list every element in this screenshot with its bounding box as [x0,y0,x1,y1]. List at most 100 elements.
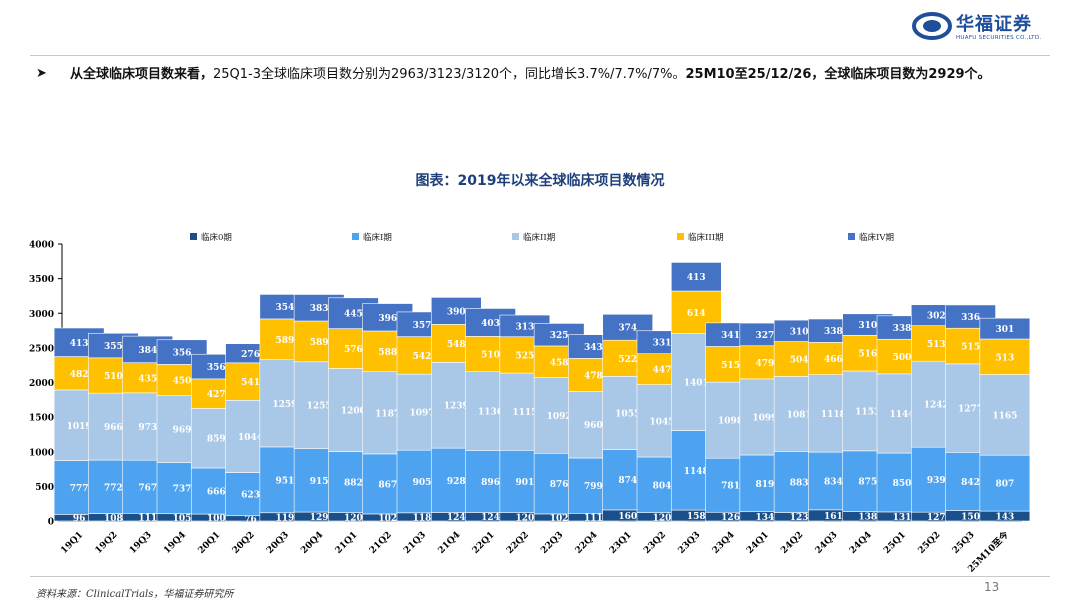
bar-value-label: 301 [995,325,1014,335]
bar-value-label: 111 [584,514,603,524]
y-tick-label: 1500 [29,414,54,424]
y-tick-label: 2000 [29,379,54,389]
bar-value-label: 525 [515,351,534,361]
bar-value-label: 850 [893,479,912,489]
bar-value-label: 124 [447,513,466,523]
bar-value-label: 883 [790,478,809,488]
bar-value-label: 310 [858,321,877,331]
legend-label: 临床I期 [363,232,392,243]
headline-lead: 从全球临床项目数来看， [70,67,214,82]
bar-value-label: 143 [995,513,1014,523]
legend-swatch [352,233,359,240]
bar-value-label: 834 [824,477,843,487]
bar-value-label: 127 [927,513,946,523]
bar-value-label: 1242 [924,401,949,411]
bar-value-label: 482 [70,370,89,380]
bar-value-label: 134 [755,513,774,523]
stacked-bar-chart: 0 500 1000 1500 2000 2500 3000 3500 4000 临床0期 临床I期… [29,232,1031,575]
bar-value-label: 356 [207,363,226,373]
bar-value-label: 384 [138,346,157,356]
x-tick-label: 22Q4 [574,530,600,556]
legend-swatch [677,233,684,240]
y-tick-label: 3000 [29,310,54,320]
y-tick-label: 4000 [29,241,54,251]
x-tick-label: 21Q3 [402,530,428,556]
brand-name-en: HUAFU SECURITIES CO.,LTD. [956,35,1042,41]
bar-value-label: 896 [481,478,500,488]
brand-name-cn: 华福证券 [956,14,1032,35]
x-tick-label: 24Q1 [745,530,771,556]
bar-value-label: 666 [207,488,226,498]
y-tick-label: 1000 [29,448,54,458]
bar-value-label: 516 [858,350,877,360]
bar-value-label: 341 [721,331,740,341]
bar-value-label: 504 [790,356,809,366]
y-tick-label: 2500 [29,344,54,354]
bar-value-label: 1144 [889,410,914,420]
bar-value-label: 1045 [649,417,674,427]
bar-value-label: 356 [173,349,192,359]
bar-value-label: 343 [584,343,603,353]
bar-value-label: 123 [790,513,809,523]
bar-value-label: 510 [481,351,500,361]
y-tick-label: 3500 [29,275,54,285]
bar-value-label: 374 [618,324,637,334]
bar-value-label: 781 [721,482,740,492]
bar-value-label: 427 [207,390,226,400]
bar-value-label: 1401 [684,379,709,389]
bar-value-label: 458 [550,358,569,368]
bar-value-label: 413 [687,273,706,283]
x-tick-label: 19Q1 [59,530,85,556]
bar-value-label: 383 [310,304,329,314]
bar-segment [979,454,1031,512]
bar-value-label: 338 [824,327,843,337]
bar-value-label: 76 [244,515,257,525]
bar-value-label: 939 [927,476,946,486]
x-tick-label: 24Q3 [814,530,840,556]
bar-value-label: 515 [721,361,740,371]
page-number: 13 [984,580,1000,594]
bar-value-label: 479 [755,359,774,369]
x-tick-label: 22Q3 [539,530,565,556]
bar-value-label: 1277 [958,405,983,415]
x-tick-label: 20Q3 [265,530,291,556]
legend-label: 临床0期 [201,232,232,243]
legend-label: 临床III期 [688,232,724,243]
bar-value-label: 1115 [512,408,537,418]
bar-value-label: 138 [858,513,877,523]
bar-value-label: 331 [653,339,672,349]
x-tick-label: 20Q4 [299,530,325,556]
bar-value-label: 102 [378,514,397,524]
bar-value-label: 327 [755,331,774,341]
bar-value-label: 355 [104,342,123,352]
y-tick-label: 500 [35,483,54,493]
bar-value-label: 513 [995,353,1014,363]
x-tick-label: 19Q4 [162,530,188,556]
bar-value-label: 969 [173,426,192,436]
bar-value-label: 901 [515,478,534,488]
headline-tail: 25M10至25/12/26，全球临床项目数为2929个。 [685,67,991,82]
bar-value-label: 1165 [992,411,1017,421]
bar-value-label: 102 [550,514,569,524]
bar-value-label: 1153 [855,407,880,417]
bar-value-label: 124 [481,513,500,523]
x-tick-label: 22Q2 [505,530,531,556]
bar-value-label: 1098 [718,417,743,427]
legend-label: 临床IV期 [859,232,894,243]
bar-value-label: 819 [755,480,774,490]
bar-value-label: 396 [378,314,397,324]
bar-value-label: 390 [447,307,466,317]
x-tick-label: 24Q2 [779,530,805,556]
headline-body: 25Q1-3全球临床项目数分别为2963/3123/3120个，同比增长3.7%… [213,67,686,82]
bar-value-label: 131 [893,513,912,523]
bar-value-label: 737 [173,485,192,495]
bar-value-label: 973 [138,423,157,433]
x-tick-label: 23Q1 [608,530,634,556]
bar-value-label: 1148 [684,467,709,477]
bar-value-label: 876 [550,480,569,490]
bar-value-label: 276 [241,350,260,360]
bar-value-label: 804 [653,481,672,491]
legend-swatch [190,233,197,240]
bar-value-label: 515 [961,343,980,353]
bar-value-label: 799 [584,482,603,492]
